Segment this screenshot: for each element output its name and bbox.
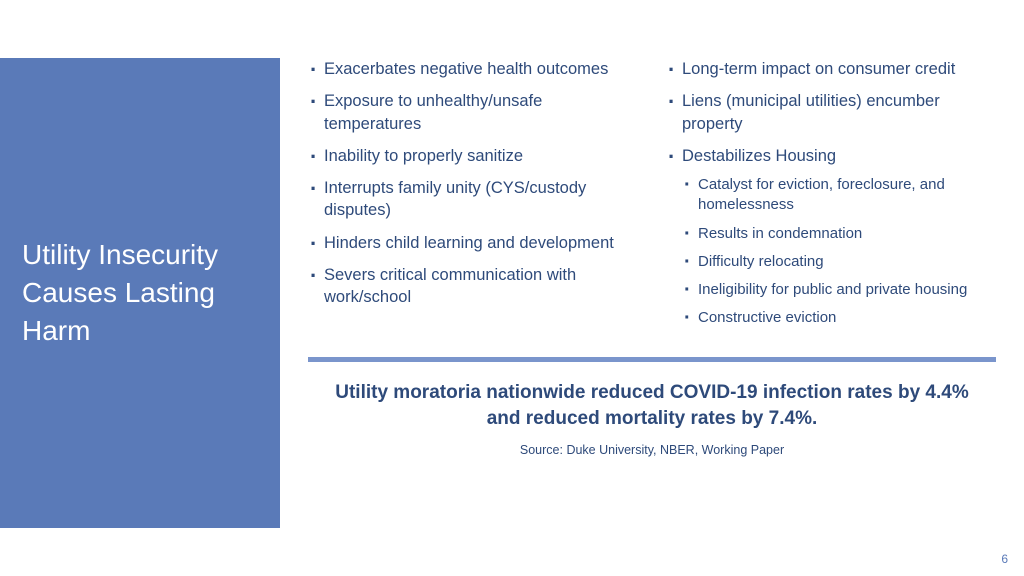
left-column: Exacerbates negative health outcomes Exp… bbox=[308, 58, 638, 339]
divider-bar bbox=[308, 357, 996, 362]
main-content: Exacerbates negative health outcomes Exp… bbox=[280, 0, 1024, 576]
list-item: Exacerbates negative health outcomes bbox=[308, 58, 638, 80]
list-item: Interrupts family unity (CYS/custody dis… bbox=[308, 177, 638, 222]
source-citation: Source: Duke University, NBER, Working P… bbox=[308, 443, 996, 457]
list-item-text: Destabilizes Housing bbox=[682, 147, 836, 165]
list-item-with-sub: Destabilizes Housing Catalyst for evicti… bbox=[666, 145, 996, 329]
sidebar-panel: Utility Insecurity Causes Lasting Harm bbox=[0, 58, 280, 528]
list-item: Hinders child learning and development bbox=[308, 232, 638, 254]
sub-bullet-list: Catalyst for eviction, foreclosure, and … bbox=[682, 175, 996, 329]
list-item: Exposure to unhealthy/unsafe temperature… bbox=[308, 90, 638, 135]
list-item: Inability to properly sanitize bbox=[308, 145, 638, 167]
right-column: Long-term impact on consumer credit Lien… bbox=[666, 58, 996, 339]
sub-list-item: Constructive eviction bbox=[682, 308, 996, 328]
sub-list-item: Catalyst for eviction, foreclosure, and … bbox=[682, 175, 996, 216]
list-item: Severs critical communication with work/… bbox=[308, 264, 638, 309]
callout-text: Utility moratoria nationwide reduced COV… bbox=[308, 380, 996, 433]
slide-title: Utility Insecurity Causes Lasting Harm bbox=[22, 236, 260, 349]
list-item: Liens (municipal utilities) encumber pro… bbox=[666, 90, 996, 135]
sub-list-item: Results in condemnation bbox=[682, 224, 996, 244]
list-item: Long-term impact on consumer credit bbox=[666, 58, 996, 80]
bullet-columns: Exacerbates negative health outcomes Exp… bbox=[308, 58, 996, 339]
sub-list-item: Ineligibility for public and private hou… bbox=[682, 280, 996, 300]
page-number: 6 bbox=[1001, 552, 1008, 566]
left-bullet-list: Exacerbates negative health outcomes Exp… bbox=[308, 58, 638, 308]
slide: Utility Insecurity Causes Lasting Harm E… bbox=[0, 0, 1024, 576]
right-bullet-list: Long-term impact on consumer credit Lien… bbox=[666, 58, 996, 329]
sub-list-item: Difficulty relocating bbox=[682, 252, 996, 272]
